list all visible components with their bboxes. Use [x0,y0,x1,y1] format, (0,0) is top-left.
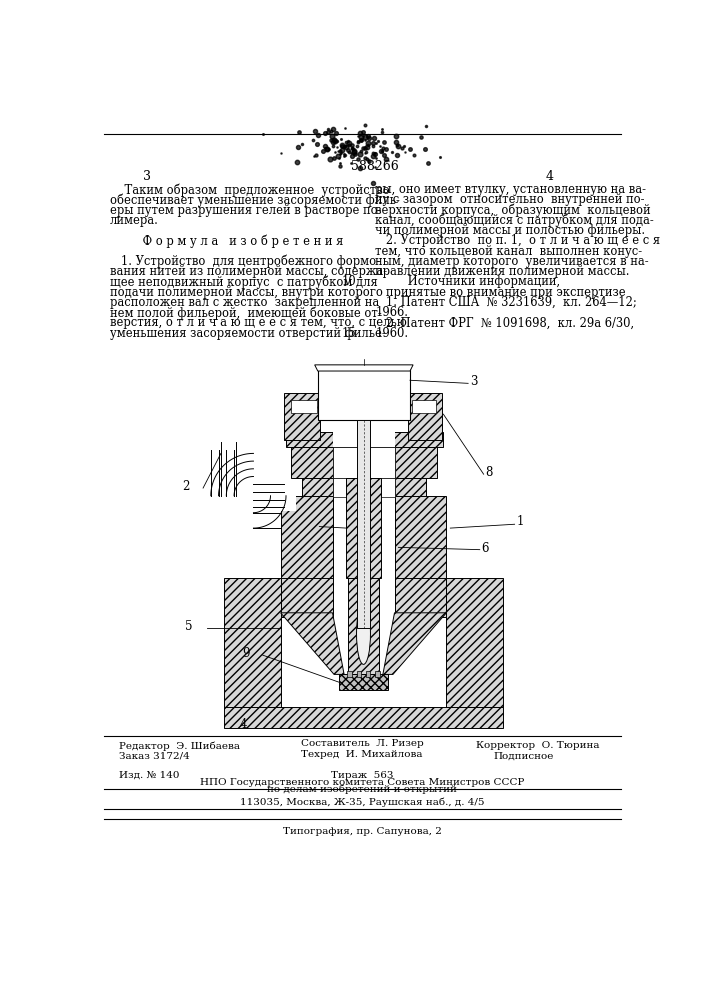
Text: Изд. № 140: Изд. № 140 [119,771,180,780]
Polygon shape [315,365,413,371]
Bar [395,434,426,568]
Bar [346,478,357,578]
Text: 5: 5 [185,620,193,633]
Text: ным, диаметр которого  увеличивается в на-: ным, диаметр которого увеличивается в на… [375,255,649,268]
Bar [224,578,281,707]
Text: тем, что кольцевой канал  выполнен конус-: тем, что кольцевой канал выполнен конус- [375,245,642,258]
Text: верхности корпуса,  образующим  кольцевой: верхности корпуса, образующим кольцевой [375,204,650,217]
Bar [446,578,503,707]
Text: ры, оно имеет втулку, установленную на ва-: ры, оно имеет втулку, установленную на в… [375,183,646,196]
Bar [366,671,370,677]
Text: 1960.: 1960. [375,327,408,340]
Text: 15: 15 [341,327,356,340]
Text: щее неподвижный корпус  с патрубком для: щее неподвижный корпус с патрубком для [110,275,378,289]
Text: Редактор  Э. Шибаева: Редактор Э. Шибаева [119,741,240,751]
Text: Составитель  Л. Ризер: Составитель Л. Ризер [300,739,423,748]
Bar [395,447,437,478]
Text: правлении движения полимерной массы.: правлении движения полимерной массы. [375,265,630,278]
Text: 1. Патент США  № 3231639,  кл. 264—12;: 1. Патент США № 3231639, кл. 264—12; [375,296,637,309]
Bar [348,578,379,674]
Bar [333,447,395,478]
Polygon shape [281,613,344,674]
Bar [333,432,395,447]
Bar [395,578,446,617]
Bar [370,478,380,578]
Text: 113035, Москва, Ж-35, Раушская наб., д. 4/5: 113035, Москва, Ж-35, Раушская наб., д. … [240,798,484,807]
Text: расположен вал с жестко  закрепленной на: расположен вал с жестко закрепленной на [110,296,380,309]
Bar [286,432,443,447]
Bar [411,400,436,413]
Text: 10: 10 [341,275,356,288]
Text: еры путем разрушения гелей в растворе по-: еры путем разрушения гелей в растворе по… [110,204,382,217]
Polygon shape [383,613,446,674]
Bar [301,478,333,497]
Text: 1. Устройство  для центробежного формо-: 1. Устройство для центробежного формо- [110,255,380,268]
Text: Ф о р м у л а   и з о б р е т е н и я: Ф о р м у л а и з о б р е т е н и я [110,234,344,248]
Bar [395,478,426,497]
Text: принятые во внимание при экспертизе: принятые во внимание при экспертизе [375,286,626,299]
Bar [317,365,410,420]
Bar [357,420,370,628]
Text: 588266: 588266 [351,160,399,173]
Text: НПО Государственного комитета Совета Министров СССР: НПО Государственного комитета Совета Мин… [200,778,524,787]
Bar [332,496,395,617]
Text: вания нитей из полимерной массы, содержа-: вания нитей из полимерной массы, содержа… [110,265,387,278]
Text: чи полимерной массы и полостью фильеры.: чи полимерной массы и полостью фильеры. [375,224,645,237]
Text: 7: 7 [298,519,305,532]
Text: 4: 4 [546,170,554,183]
Bar [347,671,352,677]
Text: Источники информации,: Источники информации, [375,275,560,288]
Bar [332,578,395,617]
Bar [339,674,388,690]
Polygon shape [211,450,296,511]
Text: верстия, о т л и ч а ю щ е е с я тем, что, с целью: верстия, о т л и ч а ю щ е е с я тем, чт… [110,316,407,329]
Text: 9: 9 [242,647,250,660]
Text: обеспечивает уменьшение засоряемости филь-: обеспечивает уменьшение засоряемости фил… [110,193,400,207]
Text: 3: 3 [143,170,151,183]
Bar [281,496,332,617]
Text: Тираж  563: Тираж 563 [331,771,393,780]
Text: Корректор  О. Тюрина: Корректор О. Тюрина [476,741,600,750]
Bar [291,400,317,413]
Bar [224,707,503,728]
Text: Типография, пр. Сапунова, 2: Типография, пр. Сапунова, 2 [283,827,441,836]
Text: Таким образом  предложенное  устройство: Таким образом предложенное устройство [110,183,390,197]
Text: 3: 3 [469,375,477,388]
Bar [333,478,395,497]
Bar [301,434,333,568]
Text: канал, сообщающийся с патрубком для пода-: канал, сообщающийся с патрубком для пода… [375,214,654,227]
Bar [375,671,380,677]
Bar [409,393,442,440]
Text: лимера.: лимера. [110,214,159,227]
Text: 2: 2 [182,480,189,493]
Bar [281,578,446,707]
Bar [356,671,361,677]
Text: по делам изобретений и открытий: по делам изобретений и открытий [267,785,457,794]
Text: 6: 6 [481,542,489,555]
Bar [395,496,446,617]
Bar [291,447,333,478]
Text: 2. Устройство  по п. 1,  о т л и ч а ю щ е е с я: 2. Устройство по п. 1, о т л и ч а ю щ е… [375,234,660,247]
Bar [333,434,395,568]
Text: Подписное: Подписное [493,751,554,760]
Bar [281,578,332,617]
Text: 2. Патент ФРГ  № 1091698,  кл. 29а 6/30,: 2. Патент ФРГ № 1091698, кл. 29а 6/30, [375,316,634,329]
Text: нем полой фильерой,  имеющей боковые от-: нем полой фильерой, имеющей боковые от- [110,306,382,320]
Text: 8: 8 [485,466,493,479]
Text: подачи полимерной массы, внутри которого: подачи полимерной массы, внутри которого [110,286,383,299]
Text: Техред  И. Михайлова: Техред И. Михайлова [301,750,423,759]
Text: Заказ 3172/4: Заказ 3172/4 [119,751,190,760]
Text: 1: 1 [516,515,524,528]
Text: 4: 4 [240,718,247,731]
Text: 1966.: 1966. [375,306,408,319]
Bar [284,393,320,440]
Text: лу с зазором  относительно  внутренней по-: лу с зазором относительно внутренней по- [375,193,645,206]
Text: уменьшения засоряемости отверстий филье-: уменьшения засоряемости отверстий филье- [110,327,386,340]
Ellipse shape [356,603,370,664]
